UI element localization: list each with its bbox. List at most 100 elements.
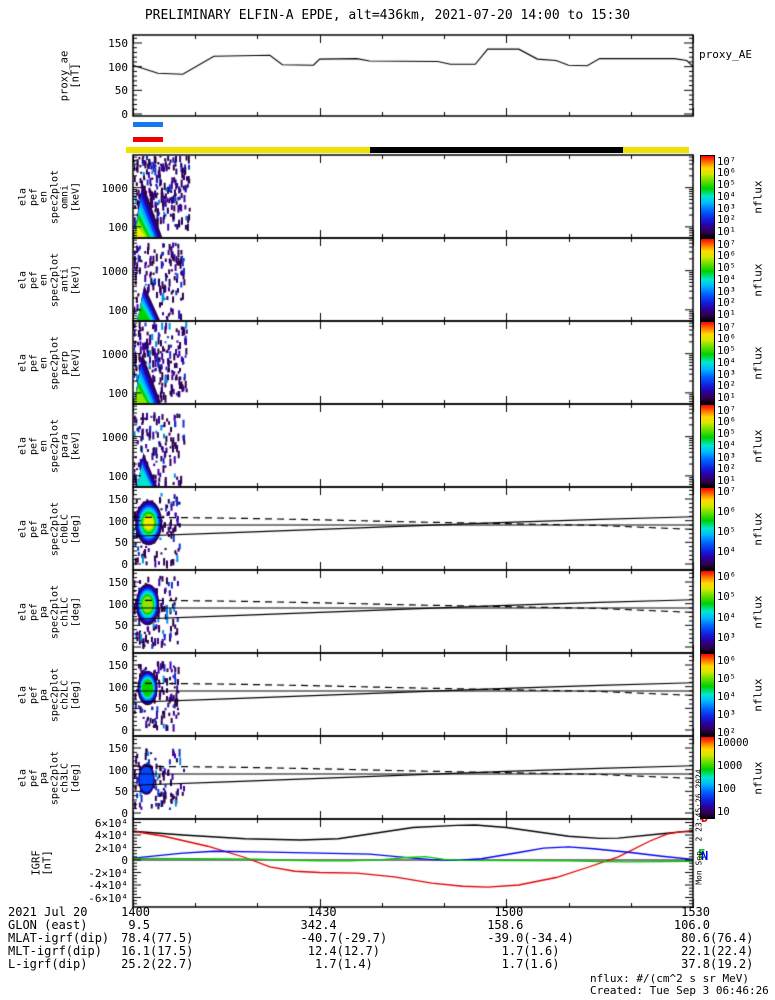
pa-ytick: 100	[108, 514, 128, 528]
colorbar-omni	[700, 155, 715, 238]
pa-ytick: 50	[114, 702, 128, 716]
colorbar-tick-label: 10⁴	[717, 439, 736, 452]
footer-created: Created: Tue Sep 3 06:46:26 2024	[590, 984, 775, 997]
info-cell: 158.6	[487, 918, 524, 932]
panel-igrf	[133, 819, 693, 907]
colorbar-tick-label: 10⁶	[717, 505, 736, 518]
pa-ytick: 150	[108, 659, 128, 672]
pa-ytick: 150	[108, 576, 128, 589]
info-cell: 78.4 (77.5)	[121, 931, 194, 945]
colorbar-tick-label: 10²	[717, 463, 736, 476]
colorbar-tick-label: 10⁷	[717, 404, 736, 417]
colorbar-tick-label: 10¹	[717, 226, 736, 239]
info-row-label: L-igrf(dip)	[8, 957, 88, 971]
colorbar-unit-label: nflux	[751, 760, 765, 795]
energy-ytick: 100	[108, 220, 128, 234]
info-cell: 16.1 (17.5)	[121, 944, 194, 958]
colorbar-para	[700, 404, 715, 487]
info-cell: -40.7 (-29.7)	[300, 931, 388, 945]
info-cell-paren: (-34.4)	[523, 931, 574, 945]
colorbar-ch0LC	[700, 487, 715, 570]
colorbar-tick-label: 10⁵	[717, 179, 736, 192]
panel-en-spec2plot-perp	[133, 321, 693, 404]
colorbar-tick-label: 10⁴	[717, 190, 736, 203]
colorbar-ch2LC	[700, 653, 715, 736]
igrf-ytick: -6×10⁴	[88, 891, 128, 905]
igrf-ytick: 0	[121, 854, 128, 867]
igrf-ylabel: IGRF [nT]	[30, 850, 54, 876]
colorbar-tick-label: 10⁶	[717, 250, 736, 263]
panel-en-spec2plot-omni	[133, 155, 693, 238]
igrf-legend-e: E	[698, 847, 706, 861]
colorbar-tick-label: 10⁴	[717, 611, 736, 624]
igrf-ytick: -2×10⁴	[88, 866, 128, 880]
panel-pa-spec2plot-ch3LC	[133, 736, 693, 819]
yellow-bar	[126, 147, 689, 153]
colorbar-tick-label: 10³	[717, 451, 736, 464]
colorbar-tick-label: 10²	[717, 214, 736, 227]
panel-pa-spec2plot-ch0LC	[133, 487, 693, 570]
info-cell: 80.6 (76.4)	[681, 931, 754, 945]
info-cell: 12.4 (12.7)	[307, 944, 381, 958]
red-bar	[133, 137, 164, 142]
colorbar-tick-label: 10⁷	[717, 155, 736, 168]
energy-ytick: 1000	[101, 347, 129, 361]
pa-ytick: 150	[108, 742, 128, 755]
colorbar-tick-label: 10²	[717, 726, 736, 739]
info-cell-paren: (1.6)	[523, 957, 560, 971]
panel-pa-spec2plot-ch1LC	[133, 570, 693, 653]
info-cell: 1.7 (1.6)	[501, 944, 560, 958]
info-row-label: GLON (east)	[8, 918, 88, 932]
panel-proxy-ae	[133, 35, 693, 116]
info-cell: 1500	[494, 905, 524, 919]
colorbar-tick-label: 10⁴	[717, 690, 736, 703]
energy-ytick: 1000	[101, 430, 129, 444]
pa-ytick: 100	[108, 597, 128, 611]
proxy-ytick: 150	[108, 37, 128, 50]
colorbar-unit-label: nflux	[751, 677, 765, 712]
pa-ytick: 100	[108, 763, 128, 777]
colorbar-tick-label: 10²	[717, 380, 736, 393]
info-cell-paren: (19.2)	[710, 957, 754, 971]
info-cell: 1430	[307, 905, 337, 919]
colorbar-tick-label: 10³	[717, 632, 736, 645]
colorbar-tick-label: 10¹	[717, 392, 736, 405]
info-cell: 1.7 (1.4)	[314, 957, 373, 971]
proxy-ytick: 0	[121, 108, 128, 121]
colorbar-tick-label: 10000	[717, 737, 749, 750]
colorbar-unit-label: nflux	[751, 594, 765, 629]
footer-units: nflux: #/(cm^2 s sr MeV)	[590, 972, 749, 985]
igrf-ytick: 4×10⁴	[94, 829, 128, 842]
proxy-ae-right-label: proxy_AE	[699, 48, 752, 61]
info-cell: 1.7 (1.6)	[501, 957, 560, 971]
info-cell: 106.0	[673, 918, 710, 932]
pa-ytick: 0	[121, 807, 128, 820]
info-cell: 37.8 (19.2)	[681, 957, 754, 971]
blue-bar	[133, 122, 164, 127]
pa-ytick: 50	[114, 536, 128, 550]
colorbar-tick-label: 10¹	[717, 475, 736, 488]
colorbar-tick-label: 10³	[717, 368, 736, 381]
igrf-ytick: 2×10⁴	[94, 841, 128, 855]
colorbar-tick-label: 10⁷	[717, 321, 736, 334]
colorbar-tick-label: 10⁴	[717, 356, 736, 369]
colorbar-unit-label: nflux	[751, 179, 765, 214]
igrf-ytick: 6×10⁴	[94, 816, 128, 830]
colorbar-tick-label: 10⁷	[717, 238, 736, 251]
colorbar-tick-label: 10³	[717, 202, 736, 215]
colorbar-tick-label: 10⁵	[717, 525, 736, 538]
colorbar-unit-label: nflux	[751, 428, 765, 463]
info-cell: 1530	[681, 905, 710, 919]
yellow-bar-black-segment	[369, 147, 623, 153]
info-cell: 342.4	[300, 918, 337, 932]
energy-ytick: 100	[108, 469, 128, 483]
colorbar-tick-label: 10⁶	[717, 570, 736, 583]
colorbar-tick-label: 10⁵	[717, 673, 736, 686]
colorbar-tick-label: 10¹	[717, 309, 736, 322]
info-cell: 25.2 (22.7)	[121, 957, 194, 971]
info-cell-paren: (22.4)	[710, 944, 754, 958]
info-row-label: 2021 Jul 20	[8, 905, 88, 919]
panel-en-spec2plot-anti	[133, 238, 693, 321]
info-cell-paren: (1.6)	[523, 944, 560, 958]
